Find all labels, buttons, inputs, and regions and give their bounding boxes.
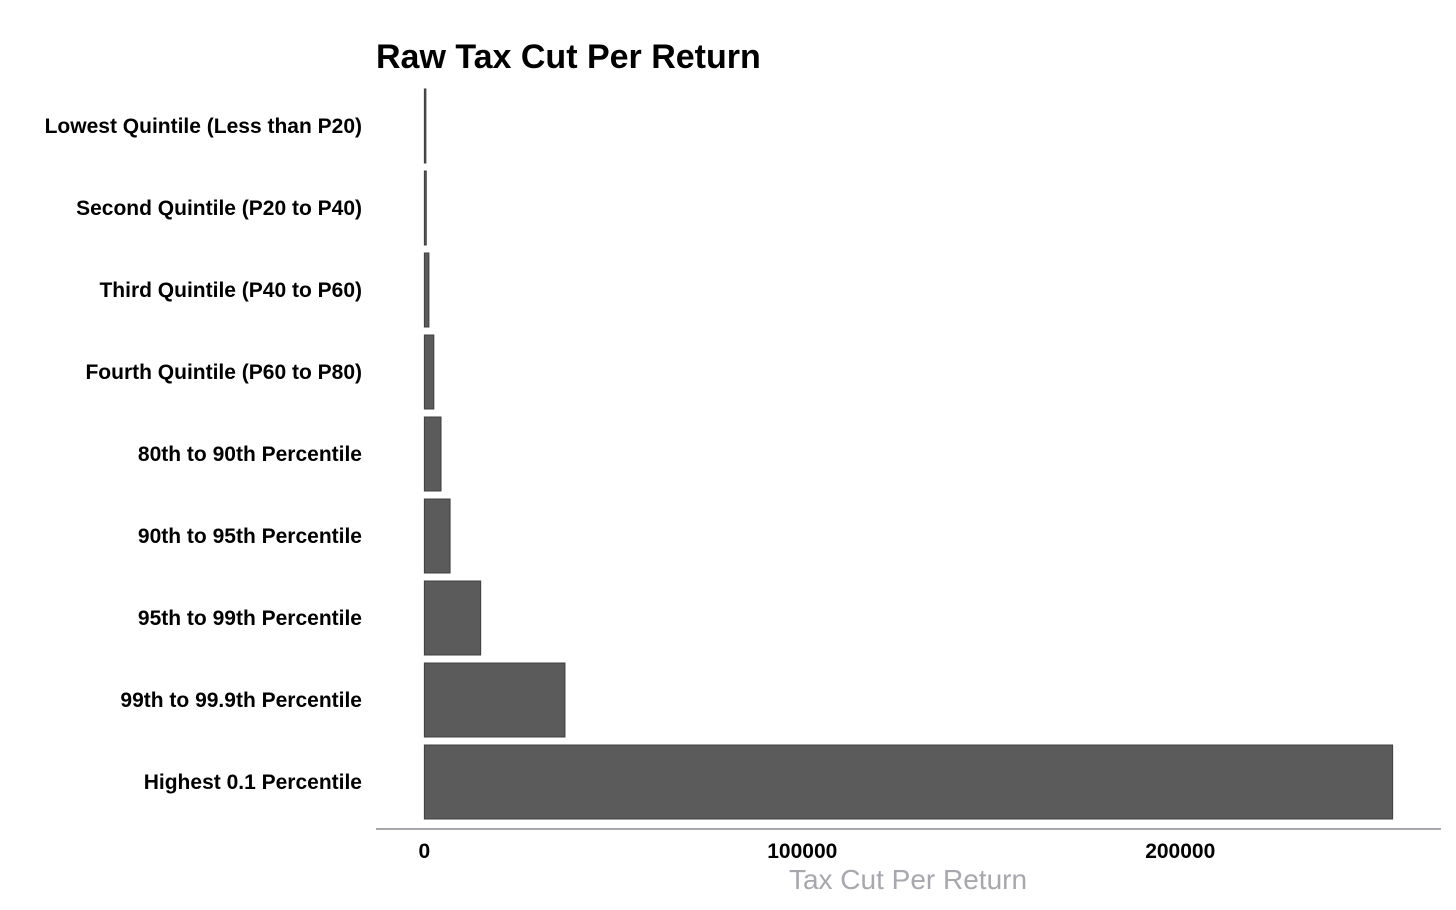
category-label: Second Quintile (P20 to P40)	[76, 197, 362, 220]
bar	[423, 416, 442, 492]
bars	[423, 88, 1394, 820]
x-tick-label: 200000	[1145, 840, 1215, 863]
category-label: 99th to 99.9th Percentile	[120, 689, 362, 712]
bar	[423, 744, 1394, 820]
x-axis-title: Tax Cut Per Return	[789, 864, 1027, 895]
bar	[423, 334, 435, 410]
chart-title: Raw Tax Cut Per Return	[376, 38, 761, 76]
x-tick-label: 0	[419, 840, 431, 863]
bar	[423, 252, 430, 328]
x-tick-labels: 0 100000 200000	[419, 840, 1216, 863]
category-label: 90th to 95th Percentile	[138, 525, 362, 548]
category-label: 80th to 90th Percentile	[138, 443, 362, 466]
bar	[423, 662, 566, 738]
category-label: Fourth Quintile (P60 to P80)	[85, 361, 362, 384]
bar	[423, 88, 427, 164]
x-tick-label: 100000	[767, 840, 837, 863]
bar	[423, 170, 427, 246]
category-labels: Lowest Quintile (Less than P20) Second Qu…	[45, 115, 362, 794]
category-label: Lowest Quintile (Less than P20)	[45, 115, 362, 138]
bar	[423, 498, 451, 574]
category-label: Highest 0.1 Percentile	[144, 771, 362, 794]
category-label: 95th to 99th Percentile	[138, 607, 362, 630]
category-label: Third Quintile (P40 to P60)	[99, 279, 362, 302]
bar	[423, 580, 482, 656]
